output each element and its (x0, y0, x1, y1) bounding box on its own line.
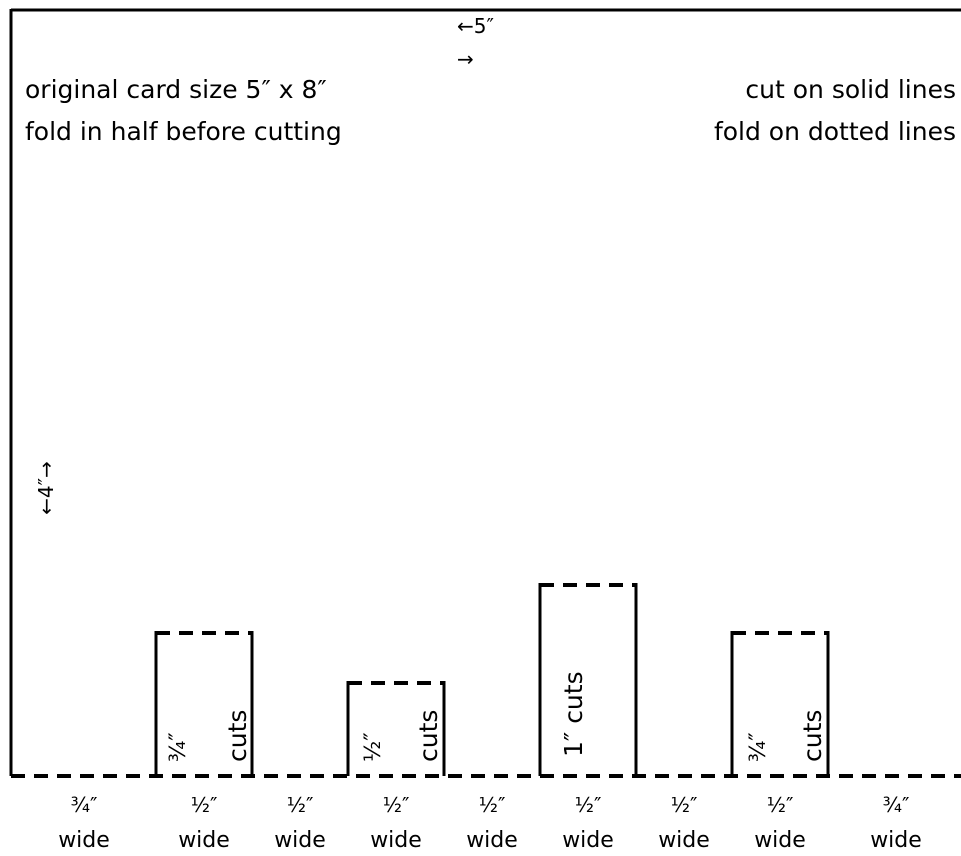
cut-size-label: ¾″ (746, 732, 771, 762)
segment-word: wide (58, 828, 110, 853)
segment-width: ½″ (479, 793, 506, 817)
cut-size-label: ¾″ (166, 732, 191, 762)
segment-word: wide (178, 828, 230, 853)
segment-width: ½″ (575, 793, 602, 817)
segment-word: wide (274, 828, 326, 853)
segment-word: wide (658, 828, 710, 853)
instruction-fold-half: fold in half before cutting (25, 117, 342, 146)
segment-word: wide (370, 828, 422, 853)
segment-word: wide (562, 828, 614, 853)
cut-word-label: cuts (798, 710, 827, 762)
segment-width: ½″ (671, 793, 698, 817)
cut-full-label: 1″ cuts (559, 671, 588, 757)
cut-word-label: cuts (414, 710, 443, 762)
segment-word: wide (870, 828, 922, 853)
segment-word: wide (754, 828, 806, 853)
segment-width: ½″ (287, 793, 314, 817)
segment-width: ¾″ (883, 793, 910, 817)
side-dimension-label: ←4″→ (34, 461, 58, 515)
segment-width: ½″ (191, 793, 218, 817)
cut-word-label: cuts (223, 710, 252, 762)
segment-labels: ¾″ wide ½″ wide ½″ wide ½″ wide ½″ wide … (58, 793, 922, 853)
segment-width: ½″ (383, 793, 410, 817)
segment-width: ¾″ (71, 793, 98, 817)
segment-width: ½″ (767, 793, 794, 817)
instruction-card-size: original card size 5″ x 8″ (25, 75, 327, 104)
instruction-cut-solid: cut on solid lines (745, 75, 956, 104)
segment-word: wide (466, 828, 518, 853)
top-dimension-label: ←5″ (457, 14, 494, 38)
top-dimension-arrow: → (457, 47, 474, 71)
cut-size-label: ½″ (361, 732, 386, 762)
instruction-fold-dotted: fold on dotted lines (714, 117, 956, 146)
